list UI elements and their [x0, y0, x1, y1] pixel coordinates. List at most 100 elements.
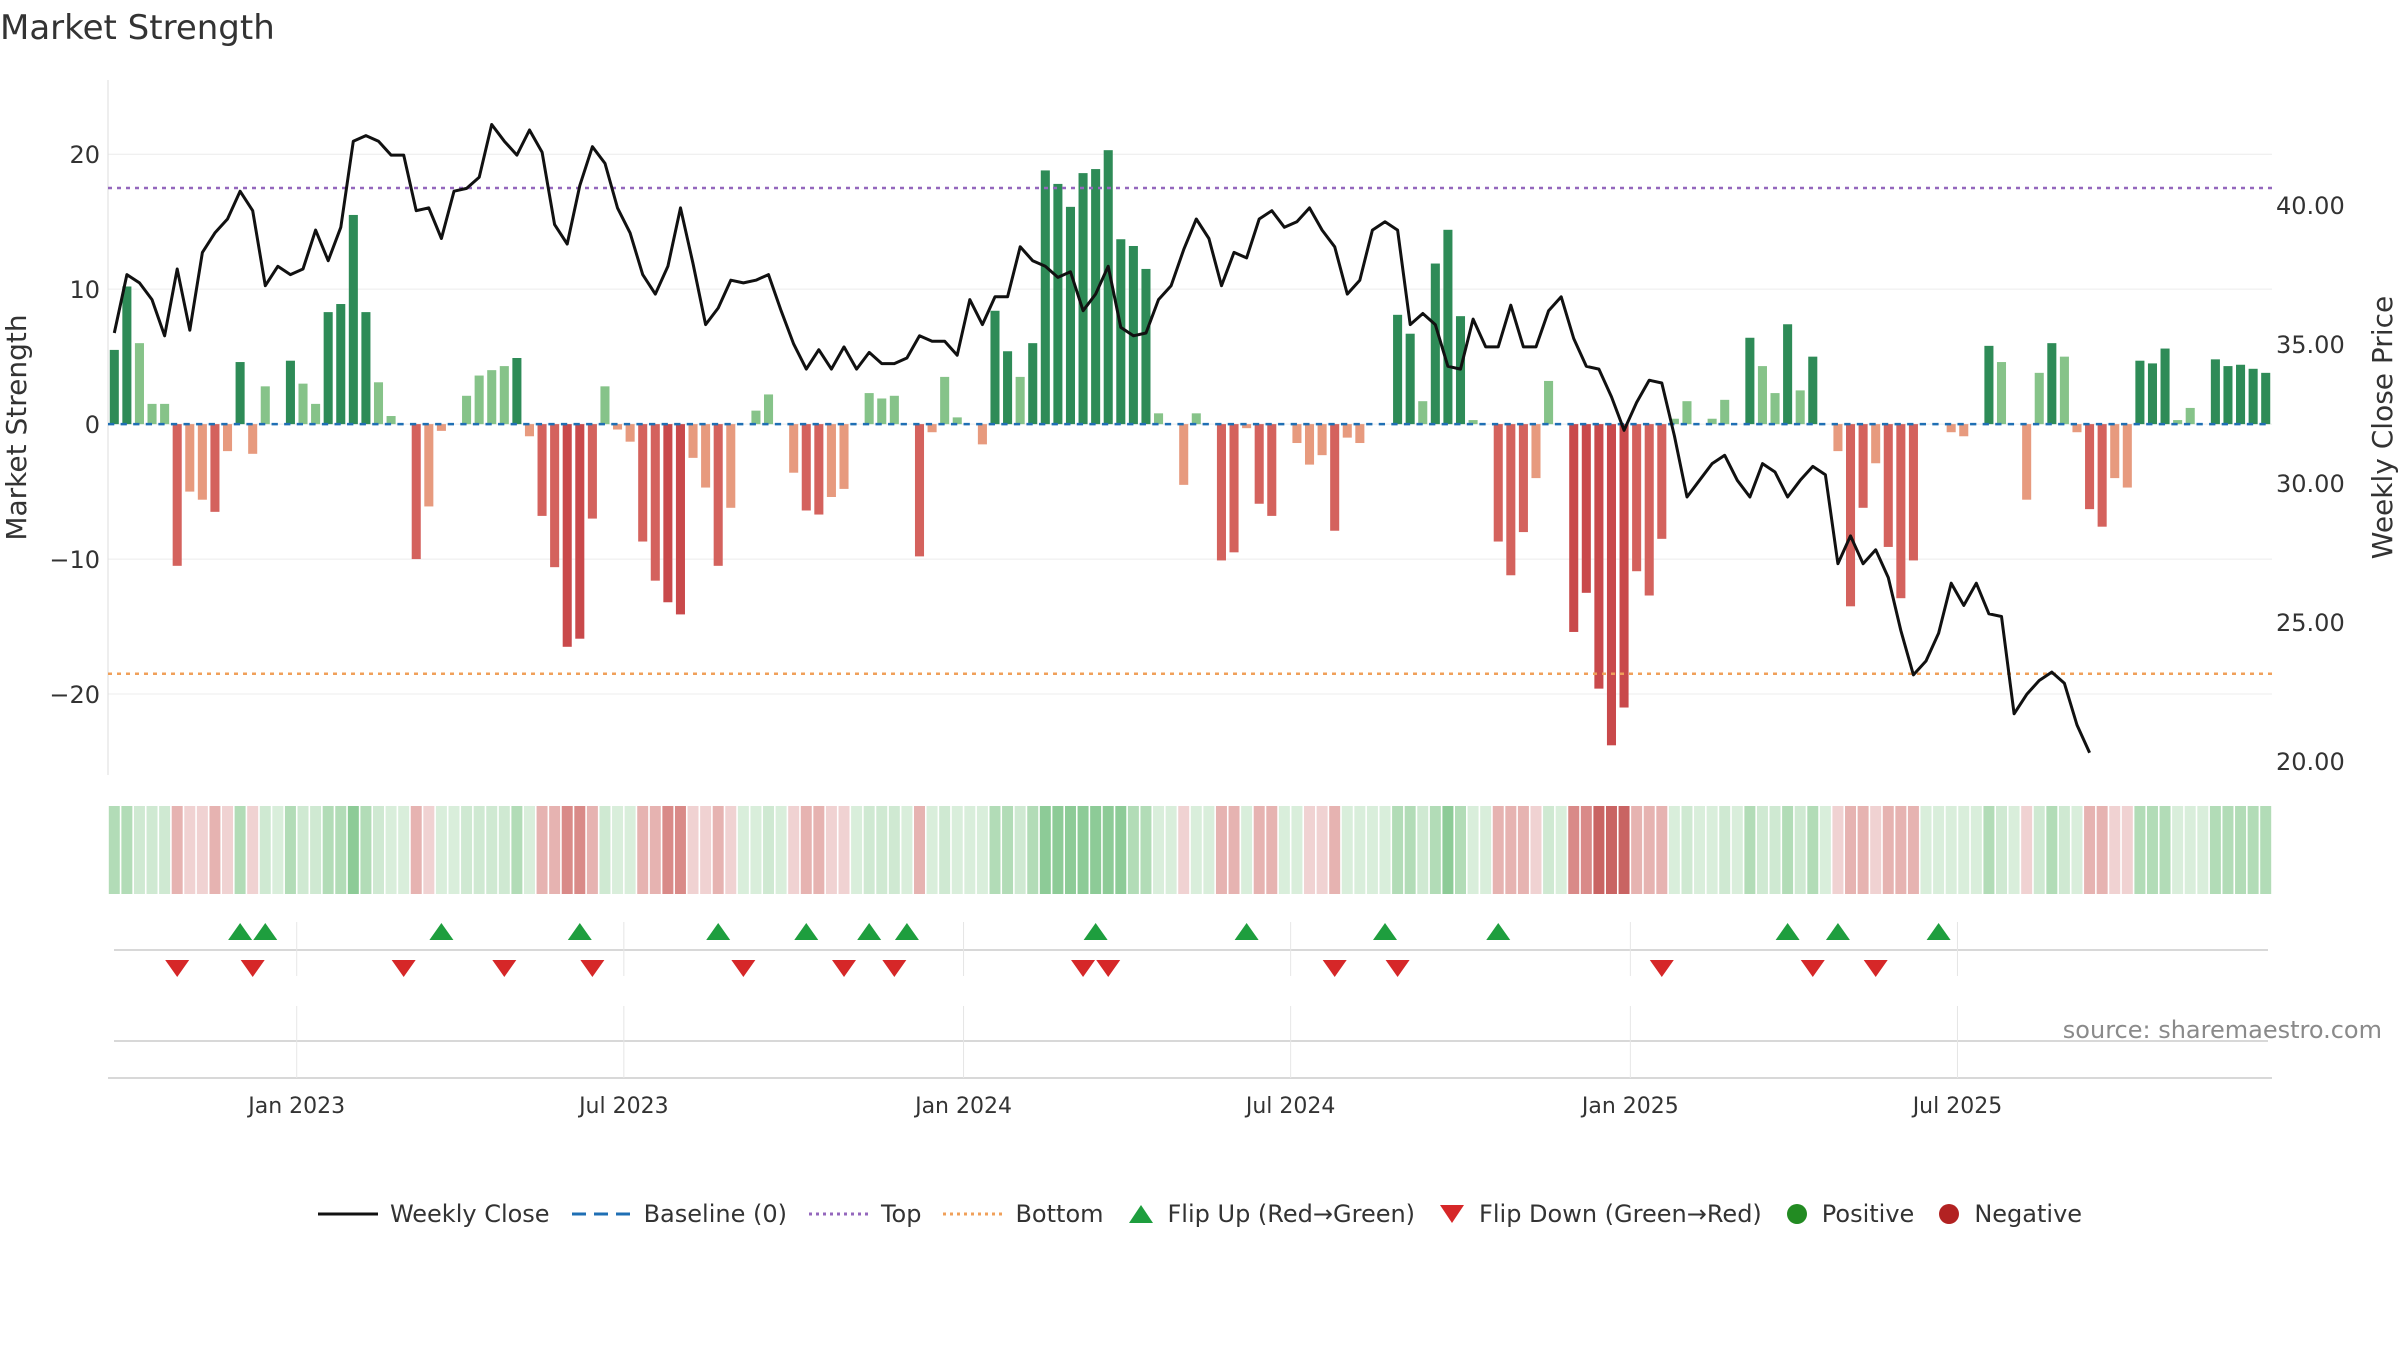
- strength-bar-positive: [487, 370, 497, 425]
- heat-cell: [939, 806, 951, 894]
- strength-bar-positive: [298, 383, 308, 425]
- heat-cell: [1756, 806, 1768, 894]
- strength-bar-positive: [1028, 343, 1038, 425]
- heat-cell: [1568, 806, 1580, 894]
- y-axis-title: Market Strength: [0, 314, 33, 540]
- heat-cell: [284, 806, 296, 894]
- legend-flip-down: Flip Down (Green→Red): [1437, 1200, 1762, 1228]
- heat-cell: [1744, 806, 1756, 894]
- strength-bar-positive: [1783, 324, 1793, 425]
- strength-bar-negative: [1959, 424, 1969, 437]
- strength-bar-negative: [1644, 424, 1654, 596]
- strength-bar-negative: [638, 424, 648, 542]
- heat-cell: [1530, 806, 1542, 894]
- strength-bar-positive: [147, 403, 157, 425]
- legend-top: Top: [808, 1200, 921, 1228]
- heat-cell: [2084, 806, 2096, 894]
- strength-bar-negative: [411, 424, 421, 560]
- strength-bar-negative: [1871, 424, 1881, 464]
- strength-bar-positive: [1103, 150, 1113, 425]
- strength-bar-negative: [1581, 424, 1591, 593]
- heat-cell: [1127, 806, 1139, 894]
- heat-cell: [1341, 806, 1353, 894]
- heat-cell: [2071, 806, 2083, 894]
- heat-cell: [1543, 806, 1555, 894]
- heat-cell: [1354, 806, 1366, 894]
- flip-up-marker: [1234, 923, 1259, 940]
- strength-bar-negative: [1216, 424, 1226, 561]
- strength-bar-positive: [348, 214, 358, 425]
- strength-bar-positive: [2160, 348, 2170, 425]
- heat-cell: [2096, 806, 2108, 894]
- heat-cell: [1593, 806, 1605, 894]
- strength-bar-negative: [1355, 424, 1365, 444]
- strength-bar-positive: [1393, 314, 1403, 425]
- heat-cell: [763, 806, 775, 894]
- heat-cell: [1907, 806, 1919, 894]
- strength-bar-positive: [1770, 393, 1780, 425]
- strength-bar-negative: [2022, 424, 2032, 500]
- heat-cell: [989, 806, 1001, 894]
- heat-cell: [2184, 806, 2196, 894]
- strength-bar-negative: [1493, 424, 1503, 542]
- heat-cell: [901, 806, 913, 894]
- strength-bar-negative: [1254, 424, 1264, 504]
- heat-cell: [2247, 806, 2259, 894]
- strength-bar-negative: [977, 424, 987, 445]
- triangle-down-icon: [1440, 1205, 1465, 1223]
- heat-cell: [2222, 806, 2234, 894]
- heat-cell: [612, 806, 624, 894]
- strength-bar-positive: [2147, 363, 2158, 425]
- strength-bar-negative: [210, 424, 220, 512]
- strength-bar-positive: [474, 375, 484, 425]
- heat-cell: [1807, 806, 1819, 894]
- heat-cell: [2033, 806, 2045, 894]
- heat-cell: [2121, 806, 2133, 894]
- line-swatch-icon: [317, 1212, 378, 1216]
- heat-cell: [1429, 806, 1441, 894]
- heat-cell: [297, 806, 309, 894]
- strength-bar-positive: [1544, 380, 1554, 425]
- strength-bar-positive: [1003, 351, 1013, 425]
- strength-bar-positive: [2248, 368, 2258, 425]
- strength-bar-positive: [2210, 359, 2220, 425]
- strength-bar-negative: [1833, 424, 1843, 452]
- heat-cell: [825, 806, 837, 894]
- strength-bar-negative: [625, 424, 635, 442]
- heat-cell: [1316, 806, 1328, 894]
- heat-cell: [1618, 806, 1630, 894]
- strength-bar-negative: [1606, 424, 1617, 746]
- heat-cell: [800, 806, 812, 894]
- strength-bar-negative: [663, 424, 673, 603]
- heat-cell: [737, 806, 749, 894]
- chart-title: Market Strength: [0, 8, 275, 48]
- heat-cell: [712, 806, 724, 894]
- heat-cell: [2159, 806, 2171, 894]
- strength-bar-positive: [1141, 268, 1151, 425]
- flip-up-marker: [1775, 923, 1800, 940]
- heat-cell: [1140, 806, 1152, 894]
- heat-cell: [1304, 806, 1316, 894]
- heat-cell: [410, 806, 422, 894]
- heat-cell: [888, 806, 900, 894]
- strength-bar-negative: [1330, 424, 1340, 531]
- heat-cell: [1845, 806, 1857, 894]
- weekly-close-line: [112, 123, 2091, 754]
- strength-bar-positive: [386, 416, 396, 425]
- flip-down-marker: [165, 960, 190, 977]
- heat-cell: [1719, 806, 1731, 894]
- strength-bar-negative: [713, 424, 723, 566]
- strength-bar-positive: [1405, 333, 1415, 425]
- heat-cell: [926, 806, 938, 894]
- strength-bar-positive: [1468, 420, 1478, 425]
- strength-bar-negative: [222, 424, 233, 452]
- strength-bar-positive: [877, 398, 887, 425]
- heat-cell: [1366, 806, 1378, 894]
- flip-up-marker: [1373, 923, 1398, 940]
- strength-bar-negative: [814, 424, 824, 515]
- strength-bar-negative: [701, 424, 711, 488]
- strength-bar-negative: [1179, 424, 1189, 485]
- heat-cell: [1517, 806, 1529, 894]
- heat-cell: [851, 806, 863, 894]
- strength-bar-positive: [940, 376, 950, 425]
